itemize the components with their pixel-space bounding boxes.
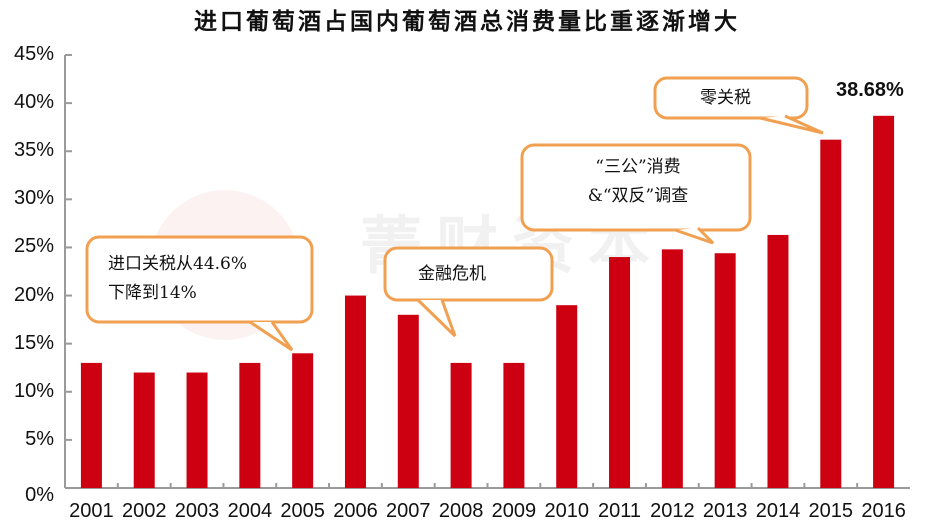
callout-box — [520, 143, 752, 245]
x-tick-label: 2009 — [491, 500, 537, 522]
bar-2008 — [450, 362, 472, 488]
y-tick-label: 5% — [25, 427, 54, 450]
data-label-2016: 38.68% — [836, 79, 904, 101]
bar-2014 — [767, 234, 789, 488]
bar-2006 — [344, 295, 366, 488]
annotation-three-public: “三公”消费 &“双反”调查 — [548, 153, 728, 211]
x-tick-label: 2001 — [69, 500, 114, 522]
y-tick-label: 35% — [13, 139, 54, 162]
y-tick-label: 25% — [13, 235, 54, 258]
x-tick-label: 2006 — [333, 500, 378, 522]
y-tick-label: 20% — [13, 283, 54, 306]
bar-2013 — [714, 253, 736, 488]
x-tick-label: 2005 — [280, 500, 325, 522]
y-tick-label: 0% — [25, 484, 54, 506]
annotation-tariff-cut: 进口关税从44.6% 下降到14% — [108, 250, 247, 308]
bar-2012 — [661, 249, 683, 488]
bar-2009 — [503, 362, 525, 488]
annotation-financial-crisis: 金融危机 — [418, 260, 486, 289]
bar-2003 — [186, 372, 208, 488]
bar-2007 — [397, 314, 419, 488]
x-tick-label: 2004 — [227, 500, 273, 522]
x-tick-label: 2007 — [386, 500, 431, 522]
bar-2004 — [239, 362, 261, 488]
bar-2010 — [556, 305, 578, 488]
y-tick-label: 40% — [13, 91, 54, 114]
x-tick-label: 2012 — [650, 500, 695, 522]
annotation-line: 金融危机 — [418, 264, 486, 284]
bar-2005 — [292, 353, 314, 488]
annotation-line: “三公”消费 — [595, 157, 681, 177]
y-tick-label: 30% — [13, 187, 54, 210]
y-tick-label: 15% — [13, 331, 54, 354]
annotation-line: &“双反”调查 — [587, 186, 689, 206]
x-tick-label: 2008 — [438, 500, 484, 522]
x-tick-label: 2003 — [174, 500, 220, 522]
bar-2001 — [80, 362, 102, 488]
x-tick-label: 2002 — [121, 500, 167, 522]
y-tick-label: 10% — [13, 379, 54, 402]
bar-2015 — [820, 139, 842, 489]
annotation-line: 下降到14% — [108, 283, 197, 303]
x-tick-label: 2013 — [702, 500, 748, 522]
callout-box — [653, 76, 824, 135]
x-tick-label: 2010 — [544, 500, 589, 522]
bar-2016 — [873, 115, 895, 489]
chart-title: 进口葡萄酒占国内葡萄酒总消费量比重逐渐增大 — [194, 8, 740, 35]
x-tick-label: 2011 — [598, 500, 642, 522]
bar-2011 — [609, 257, 631, 488]
x-tick-label: 2016 — [861, 500, 906, 522]
annotation-zero-tariff: 零关税 — [700, 84, 751, 113]
x-tick-label: 2014 — [755, 500, 801, 522]
callout-box — [383, 246, 554, 338]
bar-2002 — [133, 372, 155, 488]
callout-box — [85, 235, 314, 352]
annotation-line: 零关税 — [700, 88, 751, 108]
annotation-line: 进口关税从44.6% — [108, 254, 248, 274]
x-tick-label: 2015 — [808, 500, 854, 522]
y-tick-label: 45% — [13, 43, 54, 65]
